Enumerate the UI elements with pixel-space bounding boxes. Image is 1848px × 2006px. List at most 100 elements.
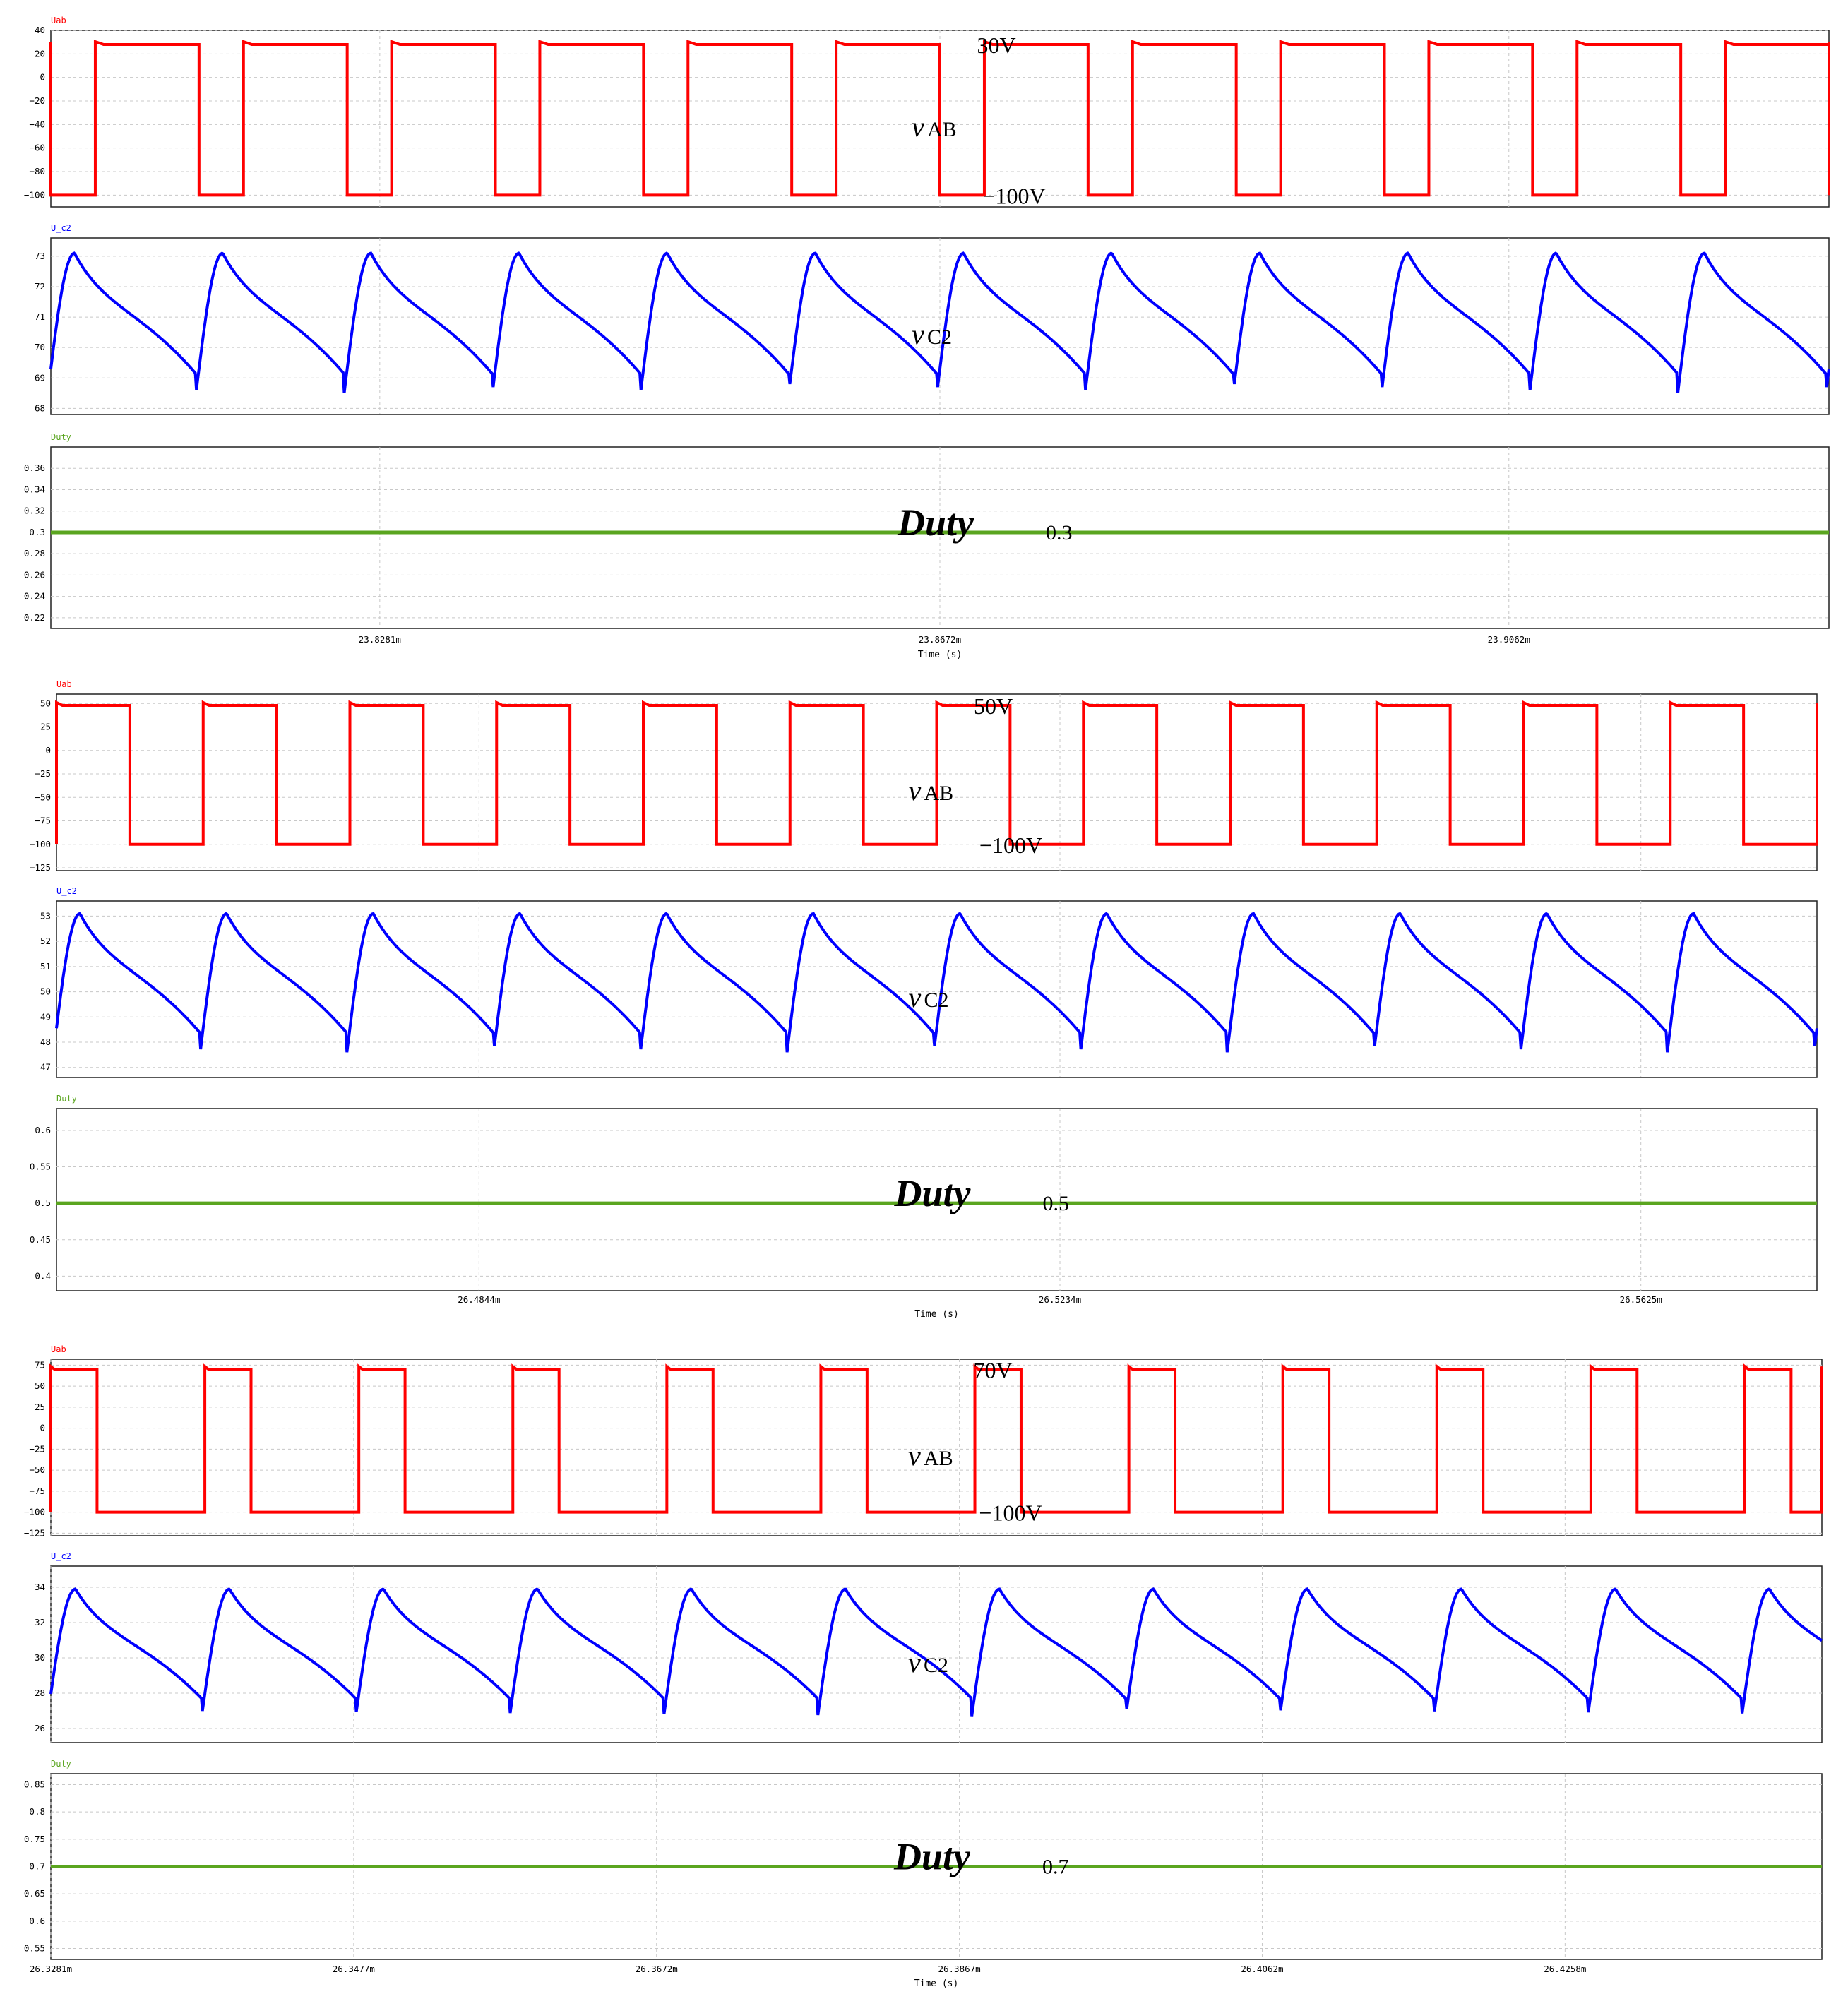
panel-uc2: U_c2 34 32 30 28 26 v C2 bbox=[35, 1551, 1823, 1743]
y-tick-label: 68 bbox=[35, 402, 45, 413]
y-tick-label: 28 bbox=[35, 1688, 45, 1698]
y-tick-label: 0.28 bbox=[24, 548, 45, 559]
panel-duty: Duty 0.85 0.8 0.75 0.7 0.65 0.6 0.55 Duty 0.7 bbox=[24, 1759, 1823, 1960]
y-tick-label: 48 bbox=[40, 1037, 51, 1047]
y-tick-label: 0.32 bbox=[24, 506, 45, 516]
annotation-var: v bbox=[912, 318, 924, 350]
x-axis-title: Time (s) bbox=[918, 650, 962, 660]
annotation-sub: C2 bbox=[924, 1654, 948, 1677]
y-tick-label: 53 bbox=[40, 910, 51, 921]
y-tick-label: 25 bbox=[40, 722, 51, 732]
trace-uab bbox=[49, 40, 1830, 197]
x-axis-title: Time (s) bbox=[914, 1309, 959, 1320]
y-tick-label: 47 bbox=[40, 1062, 51, 1073]
x-tick-label: 26.3672m bbox=[636, 1964, 678, 1974]
plot-frame bbox=[56, 1108, 1818, 1291]
y-tick-label: −100 bbox=[24, 1507, 45, 1517]
y-tick-label: 0.55 bbox=[30, 1162, 51, 1172]
y-tick-label: 0.36 bbox=[24, 462, 45, 473]
y-tick-label: −75 bbox=[35, 816, 51, 826]
signal-label: U_c2 bbox=[51, 223, 71, 233]
y-tick-label: 70 bbox=[35, 342, 45, 352]
y-tick-label: −60 bbox=[29, 143, 45, 153]
annotation-low: −100V bbox=[982, 183, 1045, 208]
y-tick-label: −20 bbox=[29, 95, 45, 106]
panel-uc2: U_c2 53 52 51 50 49 48 47 v C2 bbox=[40, 886, 1818, 1078]
plot-frame bbox=[50, 1359, 1823, 1536]
y-tick-label: 50 bbox=[35, 1380, 45, 1391]
annotation-sub: AB bbox=[924, 1447, 953, 1470]
y-tick-label: 0 bbox=[45, 745, 51, 756]
signal-label: Duty bbox=[51, 432, 71, 442]
y-tick-label: −50 bbox=[35, 792, 51, 802]
y-tick-label: 75 bbox=[35, 1359, 45, 1370]
y-tick-label: −75 bbox=[29, 1486, 45, 1496]
annotation-low: −100V bbox=[979, 1500, 1042, 1526]
annotation-var: v bbox=[909, 981, 922, 1013]
y-tick-label: 25 bbox=[35, 1402, 45, 1412]
x-tick-label: 26.4844m bbox=[458, 1294, 500, 1305]
x-tick-label: 23.8281m bbox=[359, 634, 401, 645]
signal-label: Uab bbox=[51, 1344, 66, 1354]
signal-label: U_c2 bbox=[56, 886, 77, 896]
y-tick-label: 40 bbox=[35, 25, 45, 35]
x-tick-label: 23.8672m bbox=[919, 634, 961, 645]
annotation-high: 30V bbox=[977, 32, 1015, 58]
y-tick-label: 20 bbox=[35, 48, 45, 59]
x-tick-label: 26.3281m bbox=[30, 1964, 72, 1974]
y-tick-label: 0.5 bbox=[35, 1198, 51, 1208]
y-tick-label: −125 bbox=[24, 1527, 45, 1538]
panel-uab: Uab 75 50 25 0 −25 −50 −75 −100 −125 70V −100V v AB bbox=[24, 1344, 1823, 1538]
annotation-duty: Duty bbox=[893, 1836, 971, 1878]
y-tick-label: −100 bbox=[24, 189, 45, 200]
annotation-duty-value: 0.5 bbox=[1043, 1192, 1070, 1215]
y-tick-label: 72 bbox=[35, 281, 45, 292]
trace-uab bbox=[55, 700, 1818, 846]
panel-duty: Duty 0.36 0.34 0.32 0.3 0.28 0.26 0.24 0.22 Duty 0… bbox=[24, 432, 1830, 629]
x-tick-label: 26.3477m bbox=[333, 1964, 375, 1974]
y-tick-label: 0.34 bbox=[24, 484, 45, 494]
x-tick-label: 26.4258m bbox=[1544, 1964, 1586, 1974]
annotation-high: 70V bbox=[973, 1357, 1012, 1383]
x-tick-label: 26.4062m bbox=[1241, 1964, 1283, 1974]
y-tick-label: 50 bbox=[40, 986, 51, 997]
annotation-var: v bbox=[912, 111, 924, 143]
annotation-duty-value: 0.7 bbox=[1042, 1856, 1069, 1879]
signal-label: Uab bbox=[51, 16, 66, 25]
annotation-sub: C2 bbox=[924, 989, 949, 1012]
panel-uab: Uab 40 20 0 −20 −40 −60 −80 −100 30V −100V v AB bbox=[24, 16, 1830, 208]
y-tick-label: 0.26 bbox=[24, 569, 45, 580]
x-tick-label: 26.5625m bbox=[1620, 1294, 1662, 1305]
x-tick-label: 26.3867m bbox=[938, 1964, 980, 1974]
annotation-duty: Duty bbox=[894, 1172, 972, 1214]
trace-uab bbox=[49, 1363, 1823, 1514]
y-tick-label: 34 bbox=[35, 1582, 45, 1592]
annotation-high: 50V bbox=[974, 693, 1013, 719]
y-tick-label: 0.6 bbox=[29, 1916, 45, 1926]
y-tick-label: 0.65 bbox=[24, 1888, 45, 1899]
y-tick-label: 0.85 bbox=[24, 1779, 45, 1789]
y-tick-label: −80 bbox=[29, 166, 45, 177]
annotation-var: v bbox=[908, 1440, 921, 1471]
y-tick-label: 32 bbox=[35, 1617, 45, 1628]
plot-frame bbox=[50, 1565, 1823, 1743]
signal-label: Uab bbox=[56, 679, 72, 689]
y-tick-label: 51 bbox=[40, 961, 51, 972]
y-tick-label: 0 bbox=[40, 72, 45, 83]
panel-duty: Duty 0.6 0.55 0.5 0.45 0.4 Duty 0.5 bbox=[30, 1094, 1818, 1291]
x-tick-label: 26.5234m bbox=[1039, 1294, 1081, 1305]
y-tick-label: 0.7 bbox=[29, 1861, 45, 1872]
y-tick-label: −50 bbox=[29, 1464, 45, 1475]
y-tick-label: 69 bbox=[35, 372, 45, 383]
y-tick-label: 71 bbox=[35, 311, 45, 322]
y-tick-label: 49 bbox=[40, 1011, 51, 1022]
y-tick-label: −25 bbox=[35, 768, 51, 779]
y-tick-label: 0.6 bbox=[35, 1125, 51, 1135]
y-tick-label: 0.24 bbox=[24, 591, 45, 602]
y-tick-label: 73 bbox=[35, 251, 45, 261]
annotation-duty-value: 0.3 bbox=[1046, 521, 1073, 544]
y-tick-label: 30 bbox=[35, 1652, 45, 1663]
annotation-var: v bbox=[909, 775, 922, 806]
y-tick-label: 0.75 bbox=[24, 1834, 45, 1844]
